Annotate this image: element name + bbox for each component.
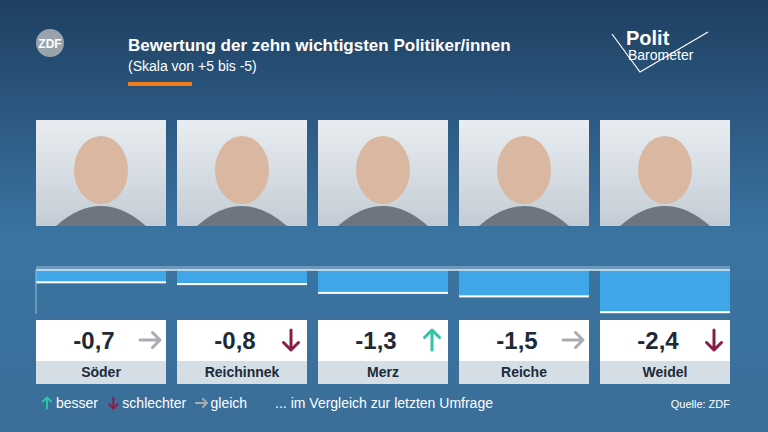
bar: [459, 270, 589, 296]
legend-label: gleich: [211, 395, 248, 411]
photo-head: [215, 136, 269, 204]
photo: [36, 120, 166, 226]
name-strip: [459, 361, 589, 384]
bars: [36, 270, 730, 313]
title: Bewertung der zehn wichtigsten Politiker…: [128, 36, 511, 55]
source: Quelle: ZDF: [671, 398, 731, 410]
name-strip: [177, 361, 307, 384]
trend-arrow: [563, 333, 583, 348]
chart: ZDF Bewertung der zehn wichtigsten Politi…: [0, 0, 768, 432]
value-box: [177, 320, 307, 361]
logo: ZDF: [36, 29, 64, 57]
trend-arrow: [109, 398, 117, 409]
bar: [318, 270, 448, 293]
subtitle: (Skala von +5 bis -5): [128, 58, 257, 74]
name-strip: [36, 361, 166, 384]
photo-head: [497, 136, 551, 204]
brand-top: Polit: [626, 27, 670, 49]
photo-frame: [36, 120, 166, 226]
brand-check: [612, 32, 708, 72]
bar-end: [177, 283, 307, 285]
photo-frame: [600, 120, 730, 226]
bar: [36, 270, 166, 282]
name-strip: [600, 361, 730, 384]
photo-frame: [318, 120, 448, 226]
data-label: -0,7: [73, 327, 114, 354]
legend-label: besser: [56, 395, 98, 411]
zero-line: [36, 269, 730, 271]
legend-note: ... im Vergleich zur letzten Umfrage: [275, 395, 493, 411]
category-label: Weidel: [643, 364, 688, 380]
legend-label: schlechter: [122, 395, 186, 411]
trend-arrow: [43, 398, 51, 409]
photo-frame: [177, 120, 307, 226]
photo: [459, 120, 589, 226]
value-box: [318, 320, 448, 361]
data-label: -1,3: [355, 327, 396, 354]
value-box: [36, 320, 166, 361]
category-label: Reiche: [501, 364, 547, 380]
trend-arrow: [425, 330, 440, 350]
category-label: Merz: [367, 364, 399, 380]
bar-end: [600, 311, 730, 313]
logo-text: ZDF: [38, 37, 61, 51]
photo-shoulders: [197, 206, 287, 226]
photo-head: [638, 136, 692, 204]
category-label: Söder: [81, 364, 121, 380]
logo-circle: [36, 29, 64, 57]
trend-arrow: [140, 333, 160, 348]
title-underline: [128, 82, 192, 86]
bar-end: [36, 281, 166, 283]
background: [0, 0, 768, 432]
photo-shoulders: [338, 206, 428, 226]
value-box: [459, 320, 589, 361]
trend-arrow: [196, 399, 207, 407]
photo: [318, 120, 448, 226]
bar: [177, 270, 307, 284]
bar: [600, 270, 730, 312]
data-label: -1,5: [496, 327, 537, 354]
photo-head: [74, 136, 128, 204]
photo: [177, 120, 307, 226]
brand-bottom: Barometer: [628, 47, 694, 63]
category-label: Reichinnek: [205, 364, 280, 380]
axis-line: [36, 270, 37, 314]
trend-arrow: [284, 330, 299, 350]
photo-frame: [459, 120, 589, 226]
photo-shoulders: [620, 206, 710, 226]
bar-end: [318, 292, 448, 294]
data-label: -2,4: [637, 327, 679, 354]
trend-arrow: [707, 330, 722, 350]
photo-head: [356, 136, 410, 204]
photo-shoulders: [479, 206, 569, 226]
zero-band: [36, 266, 730, 270]
value-box: [600, 320, 730, 361]
photo: [600, 120, 730, 226]
name-strip: [318, 361, 448, 384]
data-label: -0,8: [214, 327, 255, 354]
bar-end: [459, 295, 589, 297]
photo-shoulders: [56, 206, 146, 226]
